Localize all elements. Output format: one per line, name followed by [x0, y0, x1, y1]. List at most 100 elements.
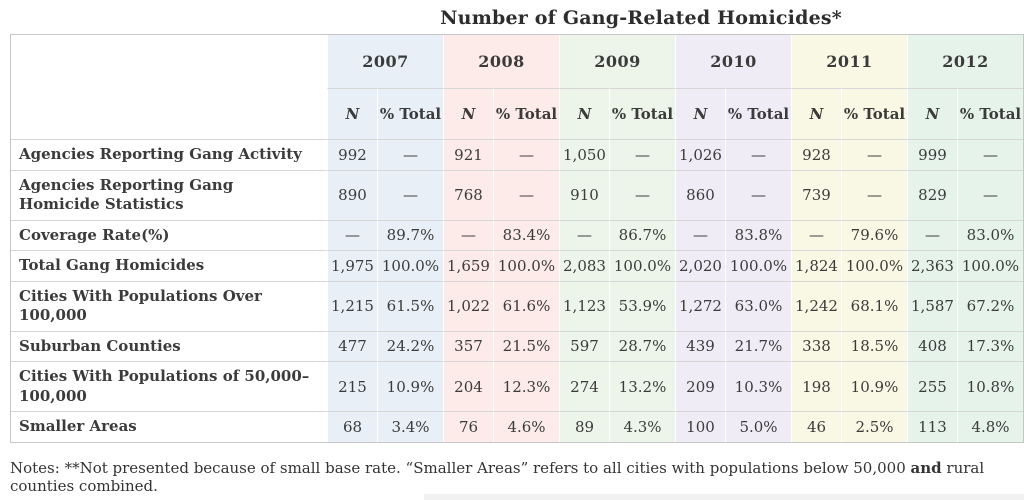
- data-cell: 999: [907, 139, 957, 170]
- data-cell: 1,242: [791, 280, 841, 331]
- data-cell: —: [443, 219, 493, 250]
- data-cell: 1,659: [443, 250, 493, 281]
- pct-total-column-header-2010: % Total: [725, 88, 791, 139]
- data-cell: 860: [675, 169, 725, 220]
- data-cell: 67.2%: [957, 280, 1023, 331]
- notes: Notes: **Not presented because of small …: [10, 459, 1024, 495]
- data-cell: 4.8%: [957, 411, 1023, 442]
- table-row: Suburban Counties 477 24.2% 357 21.5% 597 28.7…: [11, 330, 1023, 361]
- data-cell: 890: [327, 169, 377, 220]
- data-cell: 4.3%: [609, 411, 675, 442]
- year-header-2010: 2010: [675, 35, 791, 88]
- data-cell: 5.0%: [725, 411, 791, 442]
- data-cell: 100.0%: [377, 250, 443, 281]
- data-cell: 24.2%: [377, 330, 443, 361]
- row-label: Cities With Populations of 50,000–100,00…: [11, 361, 327, 411]
- data-cell: 3.4%: [377, 411, 443, 442]
- data-cell: —: [609, 139, 675, 170]
- data-cell: 1,215: [327, 280, 377, 331]
- n-column-header-2010: N: [675, 88, 725, 139]
- pct-total-column-header-2012: % Total: [957, 88, 1023, 139]
- data-cell: 46: [791, 411, 841, 442]
- row-label-header: [11, 35, 327, 139]
- data-cell: 274: [559, 361, 609, 411]
- data-cell: 768: [443, 169, 493, 220]
- data-cell: 89.7%: [377, 219, 443, 250]
- data-cell: —: [377, 139, 443, 170]
- data-cell: 1,026: [675, 139, 725, 170]
- data-cell: 357: [443, 330, 493, 361]
- data-cell: 63.0%: [725, 280, 791, 331]
- data-cell: 53.9%: [609, 280, 675, 331]
- row-label: Cities With Populations Over 100,000: [11, 280, 327, 331]
- data-cell: —: [493, 169, 559, 220]
- row-label: Agencies Reporting Gang Homicide Statist…: [11, 169, 327, 220]
- table-row: Cities With Populations Over 100,000 1,21…: [11, 280, 1023, 331]
- data-cell: 79.6%: [841, 219, 907, 250]
- data-cell: —: [957, 169, 1023, 220]
- row-label: Suburban Counties: [11, 330, 327, 361]
- data-cell: 204: [443, 361, 493, 411]
- data-cell: 2.5%: [841, 411, 907, 442]
- data-cell: 215: [327, 361, 377, 411]
- data-cell: —: [675, 219, 725, 250]
- data-cell: 1,824: [791, 250, 841, 281]
- n-column-header-2009: N: [559, 88, 609, 139]
- year-header-2012: 2012: [907, 35, 1023, 88]
- data-cell: 2,020: [675, 250, 725, 281]
- bottom-strip: [424, 494, 1024, 500]
- data-cell: —: [725, 139, 791, 170]
- data-cell: 61.5%: [377, 280, 443, 331]
- year-header-2009: 2009: [559, 35, 675, 88]
- table-body: Agencies Reporting Gang Activity 992—921—…: [11, 139, 1023, 442]
- data-cell: 21.7%: [725, 330, 791, 361]
- data-cell: —: [791, 219, 841, 250]
- data-cell: 13.2%: [609, 361, 675, 411]
- data-cell: —: [907, 219, 957, 250]
- row-label: Agencies Reporting Gang Activity: [11, 139, 327, 170]
- data-cell: —: [725, 169, 791, 220]
- data-cell: 89: [559, 411, 609, 442]
- data-cell: 408: [907, 330, 957, 361]
- pct-total-column-header-2007: % Total: [377, 88, 443, 139]
- data-cell: 1,123: [559, 280, 609, 331]
- pct-total-column-header-2008: % Total: [493, 88, 559, 139]
- data-cell: 28.7%: [609, 330, 675, 361]
- table-row: Agencies Reporting Gang Homicide Statist…: [11, 169, 1023, 220]
- table-row: Total Gang Homicides 1,975 100.0% 1,659 100.…: [11, 250, 1023, 281]
- data-cell: 992: [327, 139, 377, 170]
- data-cell: 829: [907, 169, 957, 220]
- column-header-row: N% Total N% Total N% Total N% Total N% Total…: [11, 88, 1023, 139]
- data-cell: 83.4%: [493, 219, 559, 250]
- table-row: Smaller Areas 68 3.4% 76 4.6% 89 4.3% 100 5.0% 46…: [11, 411, 1023, 442]
- year-header-2007: 2007: [327, 35, 443, 88]
- n-column-header-2012: N: [907, 88, 957, 139]
- data-cell: —: [559, 219, 609, 250]
- data-cell: —: [957, 139, 1023, 170]
- data-cell: —: [493, 139, 559, 170]
- data-cell: 1,272: [675, 280, 725, 331]
- data-cell: 1,022: [443, 280, 493, 331]
- year-header-2011: 2011: [791, 35, 907, 88]
- data-cell: 100.0%: [841, 250, 907, 281]
- table-row: Agencies Reporting Gang Activity 992—921—…: [11, 139, 1023, 170]
- row-label: Total Gang Homicides: [11, 250, 327, 281]
- data-cell: 255: [907, 361, 957, 411]
- data-cell: 100: [675, 411, 725, 442]
- notes-bold-word: and: [910, 458, 942, 477]
- data-cell: 2,083: [559, 250, 609, 281]
- data-cell: 10.9%: [841, 361, 907, 411]
- data-cell: 17.3%: [957, 330, 1023, 361]
- data-cell: 18.5%: [841, 330, 907, 361]
- data-cell: 83.8%: [725, 219, 791, 250]
- data-cell: 100.0%: [725, 250, 791, 281]
- data-cell: 10.8%: [957, 361, 1023, 411]
- pct-total-column-header-2009: % Total: [609, 88, 675, 139]
- data-cell: 10.9%: [377, 361, 443, 411]
- data-cell: 597: [559, 330, 609, 361]
- data-cell: 928: [791, 139, 841, 170]
- data-cell: —: [841, 139, 907, 170]
- data-cell: 100.0%: [957, 250, 1023, 281]
- data-cell: —: [841, 169, 907, 220]
- data-cell: 739: [791, 169, 841, 220]
